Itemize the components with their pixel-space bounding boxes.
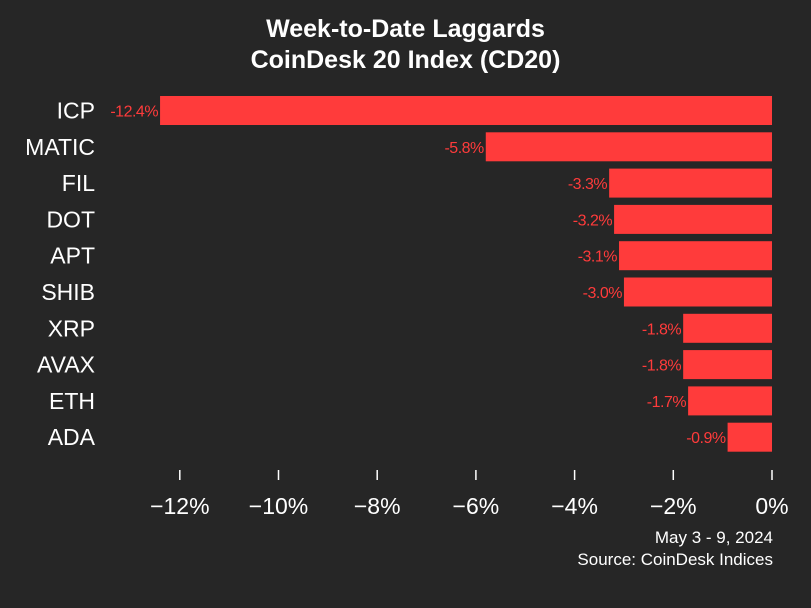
chart-title: Week-to-Date Laggards [266,15,545,43]
value-label: -0.9% [686,430,726,447]
x-tick-label: 0% [755,493,788,519]
value-label: -3.2% [573,212,613,229]
source-note: Source: CoinDesk Indices [577,550,773,569]
date-range: May 3 - 9, 2024 [654,528,773,547]
bar-apt [619,241,772,271]
bar-fil [609,168,772,198]
x-tick-label: −10% [249,493,308,519]
bar-eth [688,386,772,416]
category-label: APT [50,243,95,269]
value-label: -3.0% [583,285,623,302]
chart-subtitle: CoinDesk 20 Index (CD20) [250,46,561,74]
bar-ada [727,422,772,452]
x-tick-label: −12% [150,493,209,519]
category-label: ETH [49,388,95,414]
x-tick-label: −8% [354,493,401,519]
value-label: -1.7% [647,394,687,411]
value-label: -1.8% [642,321,682,338]
value-label: -12.4% [110,104,158,121]
bar-shib [623,277,772,307]
category-label: DOT [46,206,95,232]
value-label: -3.1% [578,249,618,266]
bar-matic [485,132,772,162]
x-tick-label: −6% [453,493,500,519]
value-label: -3.3% [568,176,608,193]
x-tick-label: −4% [551,493,598,519]
x-tick-label: −2% [650,493,697,519]
category-label: XRP [48,315,95,341]
category-label: ADA [48,424,96,450]
category-label: MATIC [25,134,95,160]
value-label: -5.8% [444,140,484,157]
category-label: SHIB [41,279,95,305]
bar-dot [614,204,772,234]
category-label: ICP [57,98,95,124]
category-label: AVAX [37,352,95,378]
bar-icp [160,96,772,125]
bar-avax [683,350,772,380]
category-label: FIL [62,170,95,196]
bar-xrp [683,313,772,343]
value-label: -1.8% [642,358,682,375]
